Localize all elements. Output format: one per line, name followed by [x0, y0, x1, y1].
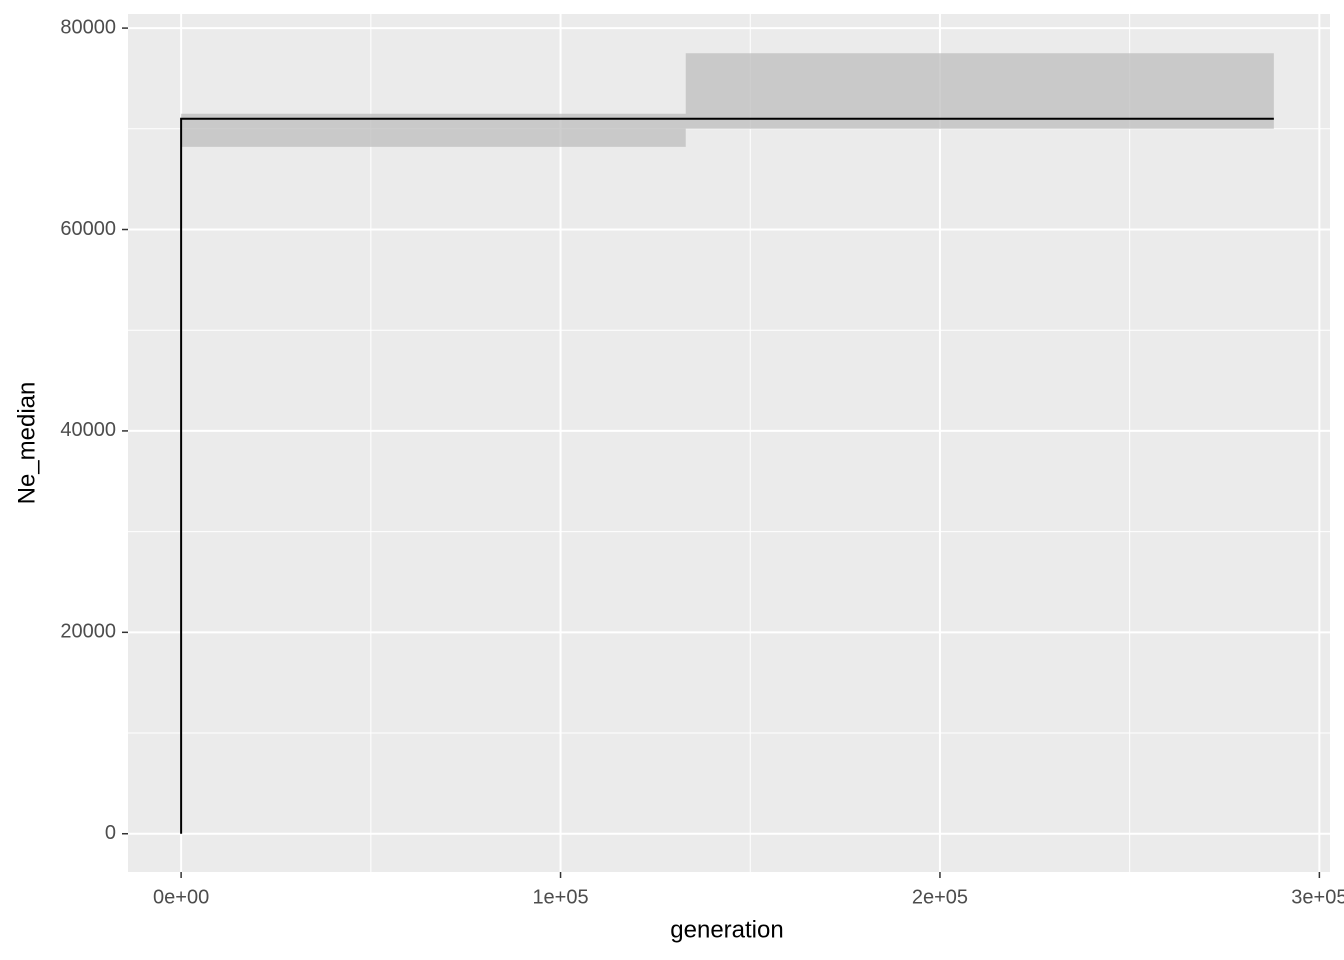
x-axis-title: generation	[670, 916, 783, 943]
y-tick-label: 80000	[60, 16, 116, 38]
line	[180, 117, 1274, 834]
x-tick-label: 2e+05	[912, 886, 968, 908]
y-tick-label: 40000	[60, 419, 116, 441]
x-tick-label: 3e+05	[1291, 886, 1344, 908]
y-axis-title: Ne_median	[13, 382, 40, 505]
x-tick-label: 1e+05	[532, 886, 588, 908]
y-tick-label: 20000	[60, 621, 116, 643]
y-tick-label: 60000	[60, 218, 116, 240]
y-tick-label: 0	[105, 822, 116, 844]
confidence-band	[181, 53, 1274, 147]
x-tick-label: 0e+00	[153, 886, 209, 908]
